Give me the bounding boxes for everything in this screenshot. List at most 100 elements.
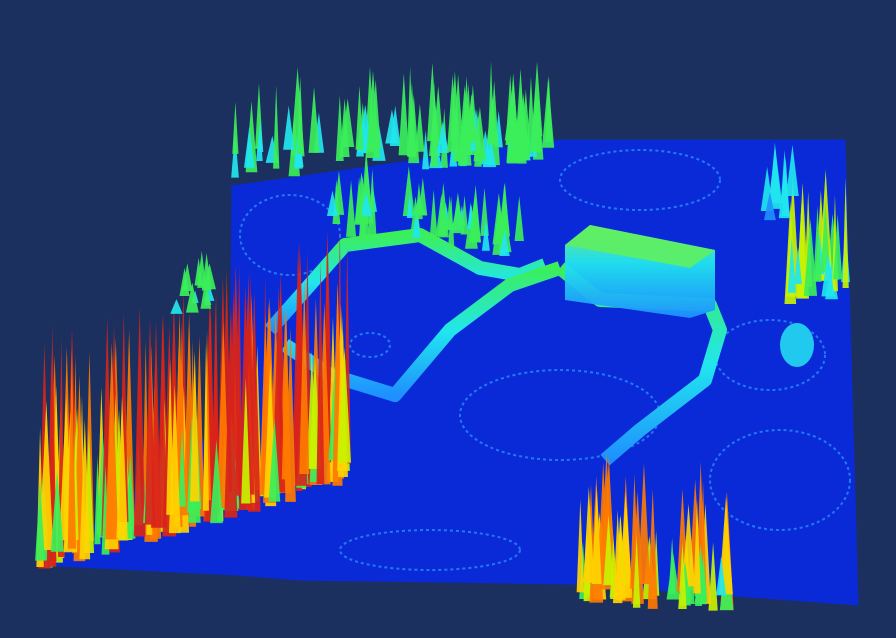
height-spike bbox=[632, 535, 641, 608]
height-spike bbox=[273, 85, 280, 169]
height-spike bbox=[576, 499, 585, 593]
height-spike bbox=[583, 486, 595, 583]
height-spike bbox=[79, 419, 91, 560]
height-spike bbox=[763, 191, 776, 221]
height-spike bbox=[668, 537, 676, 595]
height-spike bbox=[144, 318, 156, 525]
height-spike bbox=[299, 278, 310, 474]
height-spike bbox=[243, 126, 255, 168]
height-spike bbox=[541, 78, 555, 148]
block-top bbox=[565, 225, 715, 268]
height-spike bbox=[465, 94, 478, 143]
height-spike bbox=[422, 130, 430, 170]
height-spike bbox=[768, 142, 782, 209]
height-spike bbox=[296, 76, 304, 155]
height-spike bbox=[182, 263, 193, 292]
height-spike bbox=[50, 469, 64, 552]
height-spike bbox=[39, 400, 54, 550]
height-spike bbox=[408, 94, 420, 164]
height-spike bbox=[647, 488, 658, 609]
height-spike bbox=[231, 132, 239, 178]
height-spike bbox=[482, 130, 497, 168]
spike-fields bbox=[35, 60, 850, 611]
height-spike bbox=[210, 439, 223, 524]
height-spike bbox=[460, 195, 469, 235]
height-spike bbox=[693, 499, 701, 594]
height-spike bbox=[354, 177, 364, 225]
height-spike bbox=[398, 73, 410, 156]
height-spike bbox=[203, 263, 216, 290]
height-spike bbox=[268, 417, 281, 502]
height-spike bbox=[794, 246, 802, 285]
height-spike bbox=[415, 103, 425, 152]
height-spike bbox=[224, 305, 238, 518]
height-spike bbox=[406, 191, 413, 219]
height-spike bbox=[346, 180, 357, 237]
height-spike bbox=[612, 510, 623, 604]
height-spike bbox=[67, 348, 76, 549]
height-spike bbox=[366, 70, 380, 159]
ridge-structures bbox=[264, 225, 814, 466]
height-spike bbox=[678, 542, 687, 610]
height-spike bbox=[429, 189, 438, 242]
height-spike bbox=[241, 378, 251, 504]
height-spike bbox=[446, 195, 454, 231]
height-spike bbox=[436, 121, 449, 153]
height-spike bbox=[427, 62, 438, 142]
height-spike bbox=[437, 182, 449, 238]
height-spike bbox=[197, 250, 207, 288]
height-spike bbox=[166, 359, 174, 515]
height-spike bbox=[157, 314, 167, 528]
height-spike bbox=[105, 342, 119, 540]
height-spike bbox=[492, 192, 506, 245]
height-spike bbox=[480, 187, 489, 236]
height-spike bbox=[412, 208, 421, 238]
height-spike bbox=[185, 282, 199, 313]
height-spike bbox=[708, 542, 718, 611]
height-spike bbox=[402, 166, 415, 217]
height-spike bbox=[281, 308, 291, 480]
height-spike bbox=[415, 182, 423, 220]
height-spike bbox=[35, 480, 45, 561]
height-spike bbox=[504, 93, 519, 141]
height-spike bbox=[178, 427, 186, 507]
height-spike bbox=[389, 105, 401, 147]
height-spike bbox=[787, 237, 796, 293]
height-spike bbox=[451, 192, 464, 234]
height-spike bbox=[446, 74, 459, 152]
height-spike bbox=[512, 112, 524, 162]
height-spike bbox=[232, 101, 239, 154]
height-spike bbox=[355, 85, 364, 150]
height-spike bbox=[341, 98, 355, 148]
height-spike bbox=[529, 88, 542, 153]
height-spike bbox=[189, 351, 200, 502]
height-spike bbox=[813, 205, 822, 282]
height-spike bbox=[235, 264, 243, 496]
height-spike bbox=[514, 195, 524, 241]
height-spike bbox=[468, 192, 482, 243]
height-spike bbox=[316, 261, 325, 485]
height-spike bbox=[781, 156, 790, 216]
height-spike bbox=[716, 556, 727, 596]
height-spike bbox=[308, 86, 320, 153]
dome bbox=[780, 323, 814, 367]
height-spike bbox=[499, 229, 510, 257]
height-spike bbox=[337, 347, 352, 463]
height-spike bbox=[200, 277, 212, 309]
height-spike bbox=[133, 306, 146, 537]
height-spike bbox=[202, 343, 209, 511]
height-spike bbox=[170, 299, 183, 314]
height-spike bbox=[116, 395, 128, 539]
height-spike bbox=[360, 191, 373, 217]
height-spike bbox=[786, 144, 799, 196]
height-spike bbox=[257, 119, 264, 153]
height-spike bbox=[591, 485, 602, 585]
height-spike bbox=[487, 60, 495, 145]
height-spike bbox=[833, 214, 843, 280]
height-spike bbox=[473, 106, 487, 162]
height-spike bbox=[283, 105, 295, 150]
height-spike bbox=[481, 220, 490, 251]
height-spike bbox=[842, 177, 849, 289]
